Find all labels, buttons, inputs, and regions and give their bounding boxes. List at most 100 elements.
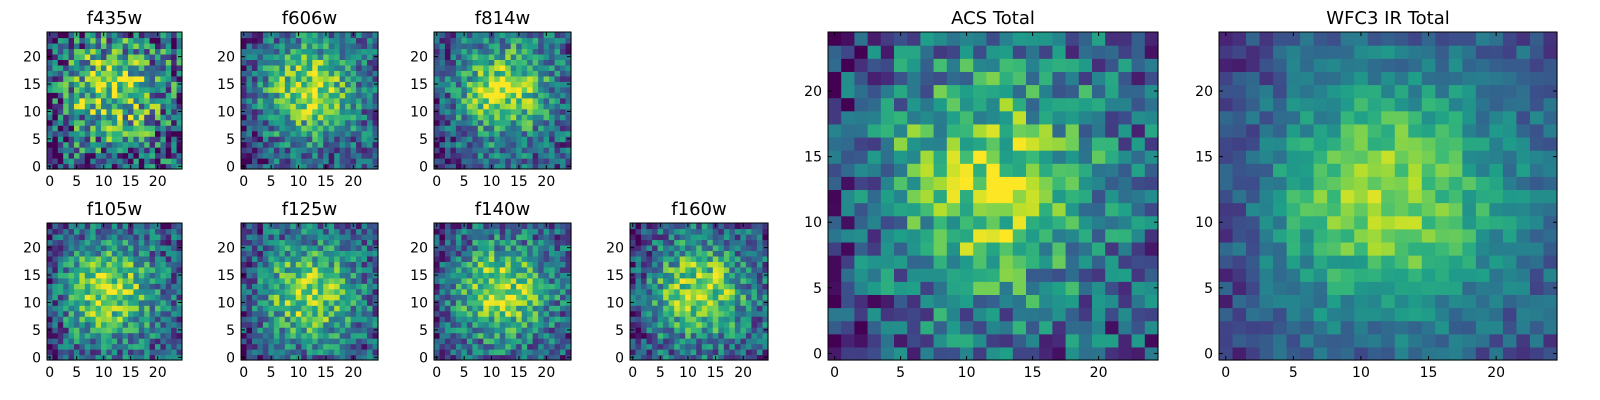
heatmap-cell [461, 119, 468, 126]
heatmap-cell [95, 64, 102, 71]
heatmap-cell [290, 37, 297, 44]
heatmap-cell [128, 327, 134, 334]
heatmap-cell [538, 136, 545, 143]
heatmap-cell [251, 130, 259, 137]
x-tick-label: 0 [432, 365, 441, 381]
heatmap-cell [907, 189, 921, 204]
heatmap-cell [696, 272, 703, 279]
heatmap-cell [149, 316, 156, 323]
heatmap-cell [128, 283, 134, 290]
heatmap-cell [361, 239, 368, 246]
heatmap-cell [560, 48, 567, 55]
heatmap-cell [510, 136, 517, 143]
heatmap-cell [101, 343, 107, 350]
heatmap-cell [641, 338, 648, 345]
heatmap-cell [47, 92, 53, 99]
x-tick-label: 10 [95, 174, 113, 190]
heatmap-cell [95, 119, 102, 126]
heatmap-cell [641, 223, 648, 230]
heatmap-cell [646, 332, 653, 339]
heatmap-cell [251, 244, 259, 251]
heatmap-cell [499, 32, 506, 39]
heatmap-cell [241, 141, 248, 148]
heatmap-cell [434, 37, 441, 44]
heatmap-cell [279, 250, 286, 257]
heatmap-cell [1039, 281, 1053, 295]
heatmap-cell [295, 130, 302, 137]
heatmap-cell [138, 288, 145, 295]
heatmap-cell [345, 288, 352, 295]
heatmap-cell [560, 327, 567, 334]
heatmap-cell [565, 255, 572, 262]
heatmap-cell [439, 349, 446, 356]
heatmap-cell [79, 152, 86, 159]
heatmap-cell [262, 266, 269, 273]
heatmap-cell [450, 75, 457, 82]
heatmap-cell [543, 125, 550, 132]
heatmap-cell [505, 354, 512, 361]
heatmap-cell [106, 283, 113, 290]
heatmap-cell [128, 97, 134, 104]
heatmap-cell [246, 223, 253, 230]
heatmap-cell [527, 141, 534, 148]
heatmap-cell [521, 255, 528, 262]
heatmap-cell [176, 294, 183, 301]
heatmap-cell [630, 233, 637, 241]
y-tick-label: 15 [410, 268, 428, 284]
heatmap-cell [532, 305, 539, 312]
heatmap-cell [246, 70, 253, 77]
heatmap-cell [122, 152, 129, 159]
heatmap-cell [723, 261, 730, 268]
heatmap-cell [641, 310, 648, 317]
heatmap-cell [439, 75, 446, 82]
heatmap-cell [444, 349, 452, 356]
heatmap-cell [867, 255, 882, 269]
heatmap-cell [301, 158, 308, 165]
heatmap-cell [133, 244, 140, 251]
heatmap-cell [444, 233, 452, 241]
heatmap-cell [345, 53, 352, 60]
heatmap-cell [439, 163, 446, 170]
heatmap-cell [176, 223, 183, 230]
heatmap-cell [323, 332, 330, 339]
heatmap-cell [160, 114, 167, 121]
heatmap-cell [1052, 215, 1067, 230]
heatmap-cell [246, 32, 253, 39]
heatmap-cell [554, 158, 561, 165]
heatmap-cell [538, 233, 545, 241]
heatmap-cell [95, 316, 102, 323]
y-tick-label: 20 [23, 241, 41, 257]
heatmap-cell [79, 277, 86, 284]
heatmap-cell [74, 114, 80, 121]
heatmap-cell [323, 75, 330, 82]
heatmap-cell [516, 261, 523, 268]
heatmap-cell [657, 272, 664, 279]
heatmap-cell [90, 294, 97, 301]
heatmap-cell [84, 228, 91, 235]
heatmap-cell [144, 163, 151, 170]
heatmap-cell [828, 176, 842, 191]
heatmap-cell [345, 163, 352, 170]
heatmap-cell [439, 305, 446, 312]
heatmap-cell [516, 81, 523, 88]
heatmap-cell [79, 233, 86, 241]
heatmap-cell [356, 64, 363, 71]
heatmap-cell [345, 125, 352, 132]
heatmap-cell [745, 327, 753, 334]
heatmap-cell [312, 244, 319, 251]
heatmap-cell [111, 32, 118, 39]
heatmap-cell [729, 288, 736, 295]
heatmap-cell [63, 277, 70, 284]
heatmap-cell [751, 283, 758, 290]
heatmap-cell [690, 321, 697, 328]
plot-frame [433, 31, 572, 170]
heatmap-cell [155, 239, 161, 246]
heatmap-cell [1105, 202, 1119, 217]
heatmap-cell [306, 125, 313, 132]
heatmap-cell [306, 97, 313, 104]
heatmap-cell [1105, 163, 1119, 177]
heatmap-cell [1012, 268, 1027, 282]
heatmap-cell [1131, 255, 1146, 269]
heatmap-cell [52, 42, 59, 50]
